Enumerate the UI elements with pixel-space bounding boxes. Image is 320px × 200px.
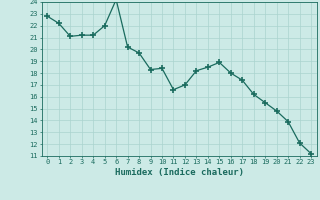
X-axis label: Humidex (Indice chaleur): Humidex (Indice chaleur) (115, 168, 244, 177)
